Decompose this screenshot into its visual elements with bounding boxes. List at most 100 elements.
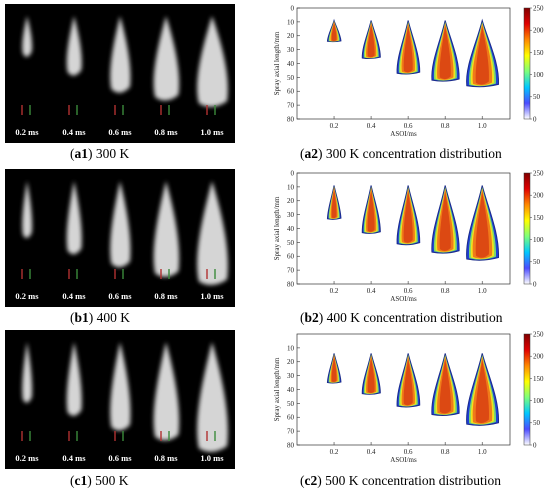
marker-red (206, 105, 208, 115)
spray-image-strip: 0.2 ms 0.4 ms 0.6 ms 0.8 ms 1.0 ms (15, 342, 228, 463)
colorbar (523, 172, 531, 285)
caption-c1: (c1) 500 K (70, 473, 129, 488)
marker-red (21, 105, 23, 115)
y-tick-label: 10 (287, 18, 295, 26)
chart-svg: 10 20 30 40 50 60 70 80 Spray axial length/mm 0.2… (273, 330, 544, 464)
conc-contour-core (367, 189, 375, 232)
spray-image-strip: 0.2 ms 0.4 ms 0.6 ms 0.8 ms 1.0 ms (15, 16, 228, 137)
caption-b1: (b1) 400 K (70, 310, 131, 325)
spray-plume (66, 16, 82, 76)
conc-contour-core (403, 357, 413, 406)
colorbar-tick-label: 200 (533, 353, 544, 361)
x-tick-label: 0.6 (404, 287, 413, 295)
x-tick-label: 0.8 (441, 122, 450, 130)
colorbar-tick-label: 150 (533, 375, 544, 383)
y-tick-label: 50 (287, 74, 295, 82)
x-tick-label: 0.6 (404, 122, 413, 130)
colorbar-tick-label: 0 (533, 441, 537, 449)
marker-red (114, 105, 116, 115)
time-label: 0.2 ms (15, 453, 39, 463)
spray-plume (153, 16, 180, 101)
y-tick-label: 40 (287, 225, 295, 233)
time-label: 0.6 ms (108, 291, 132, 301)
x-axis-label: ASOI/ms (390, 295, 417, 303)
time-label: 0.4 ms (62, 453, 86, 463)
colorbar-tick-label: 50 (533, 258, 541, 266)
colorbar (523, 333, 531, 446)
x-tick-label: 0.4 (367, 287, 376, 295)
y-tick-label: 80 (287, 280, 295, 288)
y-tick-label: 10 (287, 344, 295, 352)
caption-c2: (c2) 500 K concentration distribution (300, 473, 501, 488)
x-tick-label: 0.2 (330, 448, 339, 456)
marker-red (160, 105, 162, 115)
concentration-plot-400k: 0 10 20 30 40 50 60 70 80 Spray axial length/mm 0.… (262, 169, 550, 309)
colorbar-tick-label: 250 (533, 4, 544, 12)
time-label: 0.6 ms (108, 127, 132, 137)
time-label: 0.2 ms (15, 291, 39, 301)
x-tick-label: 0.8 (441, 287, 450, 295)
colorbar-tick-label: 50 (533, 93, 541, 101)
spray-plume (22, 16, 33, 57)
marker-green (168, 269, 170, 279)
colorbar-tick-label: 250 (533, 169, 544, 177)
time-label: 0.8 ms (154, 291, 178, 301)
marker-red (114, 269, 116, 279)
spray-plume (110, 16, 131, 93)
marker-green (29, 431, 31, 441)
colorbar-tick-label: 100 (533, 236, 544, 244)
conc-contour-core (439, 25, 451, 80)
x-tick-label: 1.0 (478, 448, 487, 456)
x-tick-label: 0.2 (330, 122, 339, 130)
y-tick-label: 50 (287, 400, 295, 408)
colorbar-tick-label: 100 (533, 71, 544, 79)
spray-plume (197, 16, 228, 107)
marker-green (214, 105, 216, 115)
concentration-plot-300k: 0 10 20 30 40 50 60 70 80 Spray axial length/mm 0.… (262, 4, 550, 144)
marker-red (21, 269, 23, 279)
marker-red (206, 431, 208, 441)
x-tick-label: 0.6 (404, 448, 413, 456)
x-axis-label: ASOI/ms (390, 456, 417, 464)
marker-green (29, 269, 31, 279)
conc-contour-core (475, 191, 490, 258)
y-tick-label: 40 (287, 60, 295, 68)
colorbar-tick-label: 150 (533, 214, 544, 222)
spray-plume (110, 342, 131, 431)
time-label: 1.0 ms (200, 127, 224, 137)
y-tick-label: 80 (287, 115, 295, 123)
y-tick-label: 50 (287, 239, 295, 247)
marker-green (122, 105, 124, 115)
conc-contour-core (331, 355, 337, 383)
caption-b2: (b2) 400 K concentration distribution (300, 310, 503, 325)
marker-green (168, 431, 170, 441)
chart-svg: 0 10 20 30 40 50 60 70 80 Spray axial length/mm 0.… (273, 169, 544, 303)
spray-photo-500k: 0.2 ms 0.4 ms 0.6 ms 0.8 ms 1.0 ms (5, 330, 235, 469)
colorbar-tick-label: 200 (533, 192, 544, 200)
y-tick-label: 20 (287, 197, 295, 205)
y-tick-label: 60 (287, 88, 295, 96)
x-tick-label: 0.4 (367, 122, 376, 130)
marker-red (114, 431, 116, 441)
marker-red (68, 431, 70, 441)
y-tick-label: 0 (291, 169, 295, 177)
time-label: 0.2 ms (15, 127, 39, 137)
conc-contour-core (439, 358, 451, 414)
marker-red (160, 431, 162, 441)
conc-contour-core (403, 24, 413, 73)
spray-plume (22, 181, 33, 239)
conc-contour-core (475, 25, 490, 85)
time-label: 0.4 ms (62, 127, 86, 137)
spray-plume (110, 181, 131, 268)
conc-contour-core (367, 23, 375, 58)
y-tick-label: 70 (287, 102, 295, 110)
time-label: 0.8 ms (154, 127, 178, 137)
colorbar-tick-label: 0 (533, 280, 537, 288)
marker-green (214, 431, 216, 441)
y-axis-label: Spray axial length/mm (273, 31, 281, 95)
colorbar-tick-label: 50 (533, 419, 541, 427)
marker-red (68, 105, 70, 115)
spray-plume (153, 342, 180, 441)
conc-contour-core (331, 22, 337, 41)
y-tick-label: 0 (291, 4, 295, 12)
